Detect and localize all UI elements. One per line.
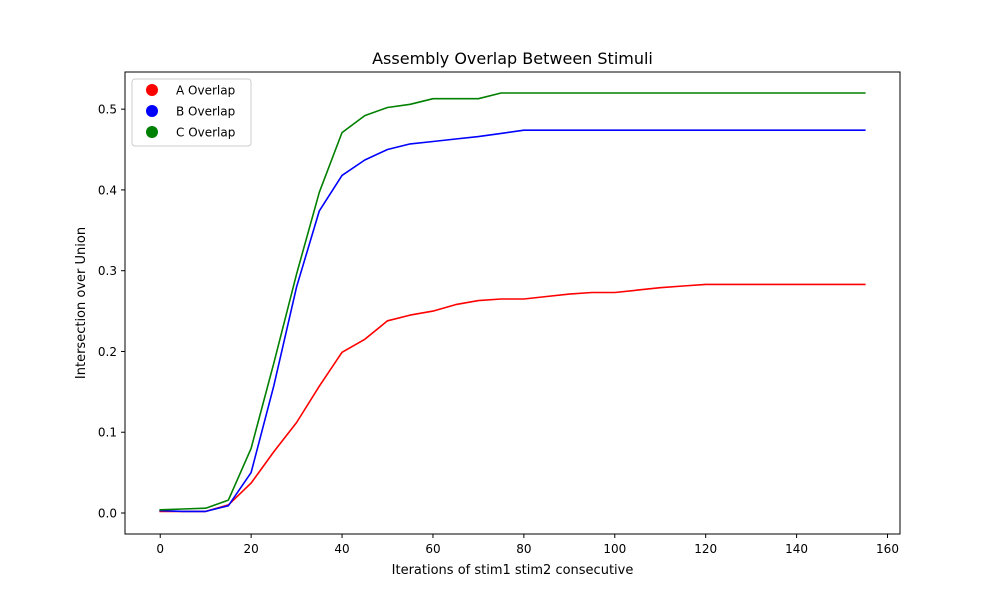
- x-axis-label: Iterations of stim1 stim2 consecutive: [392, 563, 634, 578]
- legend-label: C Overlap: [176, 126, 235, 140]
- legend-marker: [146, 84, 158, 96]
- series-line-a-overlap: [159, 283, 866, 513]
- series-line-c-overlap: [159, 92, 866, 511]
- legend-frame: [131, 78, 252, 147]
- y-tick-label: 0.3: [98, 264, 117, 278]
- y-axis-ticks: 0.0 0.1 0.2 0.3 0.4 0.5: [98, 103, 125, 521]
- series-lines: [159, 92, 866, 513]
- legend: A Overlap B Overlap C Overlap: [131, 78, 252, 147]
- legend-label: B Overlap: [176, 105, 235, 119]
- x-tick-label: 60: [425, 542, 440, 556]
- x-tick-label: 0: [156, 542, 164, 556]
- y-tick-label: 0.0: [98, 507, 117, 521]
- series-line-b-overlap: [159, 129, 866, 513]
- chart-title: Assembly Overlap Between Stimuli: [372, 49, 653, 68]
- y-tick-label: 0.4: [98, 183, 117, 197]
- x-tick-label: 40: [334, 542, 349, 556]
- legend-marker: [146, 126, 158, 138]
- x-tick-label: 120: [694, 542, 717, 556]
- y-tick-label: 0.2: [98, 345, 117, 359]
- x-tick-label: 140: [785, 542, 808, 556]
- x-tick-label: 20: [243, 542, 258, 556]
- y-tick-label: 0.5: [98, 103, 117, 117]
- x-tick-label: 100: [603, 542, 626, 556]
- y-axis-label: Intersection over Union: [74, 227, 89, 379]
- x-tick-label: 80: [516, 542, 531, 556]
- legend-marker: [146, 105, 158, 117]
- legend-label: A Overlap: [176, 84, 235, 98]
- x-tick-label: 160: [876, 542, 899, 556]
- x-axis-ticks: 0 20 40 60 80 100 120 140 160: [156, 534, 899, 556]
- y-tick-label: 0.1: [98, 426, 117, 440]
- plot-area-frame: [124, 71, 901, 535]
